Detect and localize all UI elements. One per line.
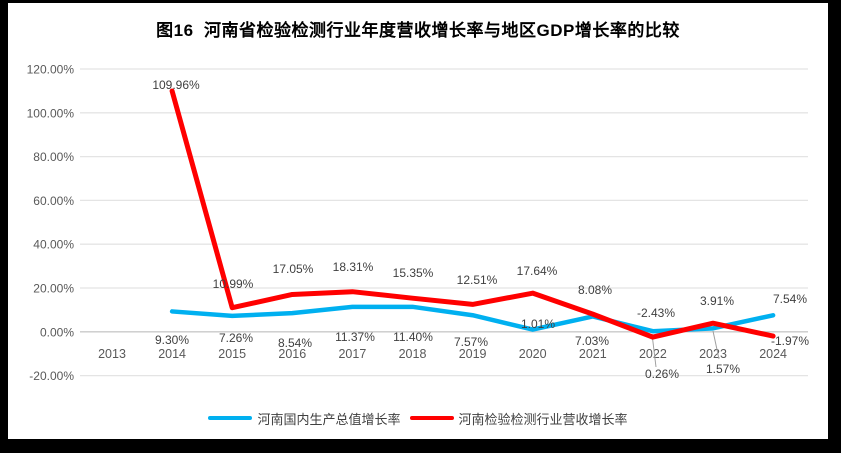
data-label: 0.26% [645, 367, 679, 381]
y-tick-label: -20.00% [29, 369, 74, 383]
data-label: 8.54% [278, 336, 312, 350]
chart-plot-background: 图16 河南省检验检测行业年度营收增长率与地区GDP增长率的比较 120.00%… [8, 3, 828, 439]
x-tick-label: 2020 [519, 347, 547, 361]
chart-title: 图16 河南省检验检测行业年度营收增长率与地区GDP增长率的比较 [156, 21, 680, 40]
x-tick-label: 2021 [579, 347, 607, 361]
data-label: 11.37% [335, 330, 375, 344]
revenue-data-labels: 109.96% 10.99% 17.05% 18.31% 15.35% 12.51% 17.… [152, 78, 809, 348]
data-label: 7.57% [454, 335, 488, 349]
x-tick-label: 2015 [218, 347, 246, 361]
x-axis-labels: 2013 2014 2015 2016 2017 2018 2019 2020 2021 2022… [98, 347, 787, 361]
data-label: 10.99% [213, 277, 254, 291]
x-tick-label: 2014 [158, 347, 186, 361]
gdp-growth-line [169, 304, 776, 334]
y-tick-label: 60.00% [33, 194, 74, 208]
data-label: -2.43% [637, 306, 675, 320]
gdp-data-labels: 9.30% 7.26% 8.54% 11.37% 11.40% 7.57% 1.01% 7.0… [155, 292, 807, 381]
legend: 河南国内生产总值增长率 河南检验检测行业营收增长率 [8, 406, 828, 430]
data-label: 11.40% [393, 330, 433, 344]
data-label: 7.03% [575, 334, 609, 348]
x-tick-label: 2022 [639, 347, 667, 361]
y-tick-label: 20.00% [33, 282, 74, 296]
y-axis-tick-labels: 120.00% 100.00% 80.00% 60.00% 40.00% 20.00% 0.… [27, 63, 75, 384]
y-tick-label: 80.00% [33, 150, 74, 164]
data-label: 17.64% [517, 264, 558, 278]
legend-item-revenue[interactable]: 河南检验检测行业营收增长率 [409, 409, 628, 428]
y-tick-label: 0.00% [40, 325, 74, 339]
data-label: 15.35% [393, 266, 434, 280]
data-label: 7.26% [219, 331, 253, 345]
x-tick-label: 2019 [459, 347, 487, 361]
x-tick-label: 2018 [399, 347, 427, 361]
data-label: 1.57% [706, 362, 740, 376]
legend-label-gdp: 河南国内生产总值增长率 [257, 411, 401, 427]
data-label: 9.30% [155, 333, 189, 347]
y-tick-label: 120.00% [27, 63, 75, 77]
gdp-line-swatch-icon [208, 416, 253, 420]
data-label: 18.31% [333, 260, 374, 274]
data-label: -1.97% [771, 334, 809, 348]
data-label: 1.01% [521, 317, 555, 331]
data-label: 109.96% [152, 78, 200, 92]
data-label: 12.51% [457, 273, 498, 287]
data-label: 8.08% [578, 283, 612, 297]
revenue-growth-line [169, 88, 776, 340]
y-tick-label: 40.00% [33, 238, 74, 252]
data-label: 17.05% [273, 262, 314, 276]
data-label: 7.54% [773, 292, 807, 306]
legend-label-revenue: 河南检验检测行业营收增长率 [458, 411, 628, 427]
legend-item-gdp[interactable]: 河南国内生产总值增长率 [208, 409, 401, 428]
data-label: 3.91% [700, 294, 734, 308]
x-tick-label: 2023 [699, 347, 727, 361]
x-tick-label: 2024 [759, 347, 787, 361]
x-tick-label: 2013 [98, 347, 126, 361]
revenue-line-swatch-icon [409, 416, 454, 420]
x-tick-label: 2017 [338, 347, 366, 361]
line-chart: 120.00% 100.00% 80.00% 60.00% 40.00% 20.00% 0.… [27, 63, 810, 384]
x-tick-label: 2016 [278, 347, 306, 361]
y-tick-label: 100.00% [27, 106, 75, 120]
